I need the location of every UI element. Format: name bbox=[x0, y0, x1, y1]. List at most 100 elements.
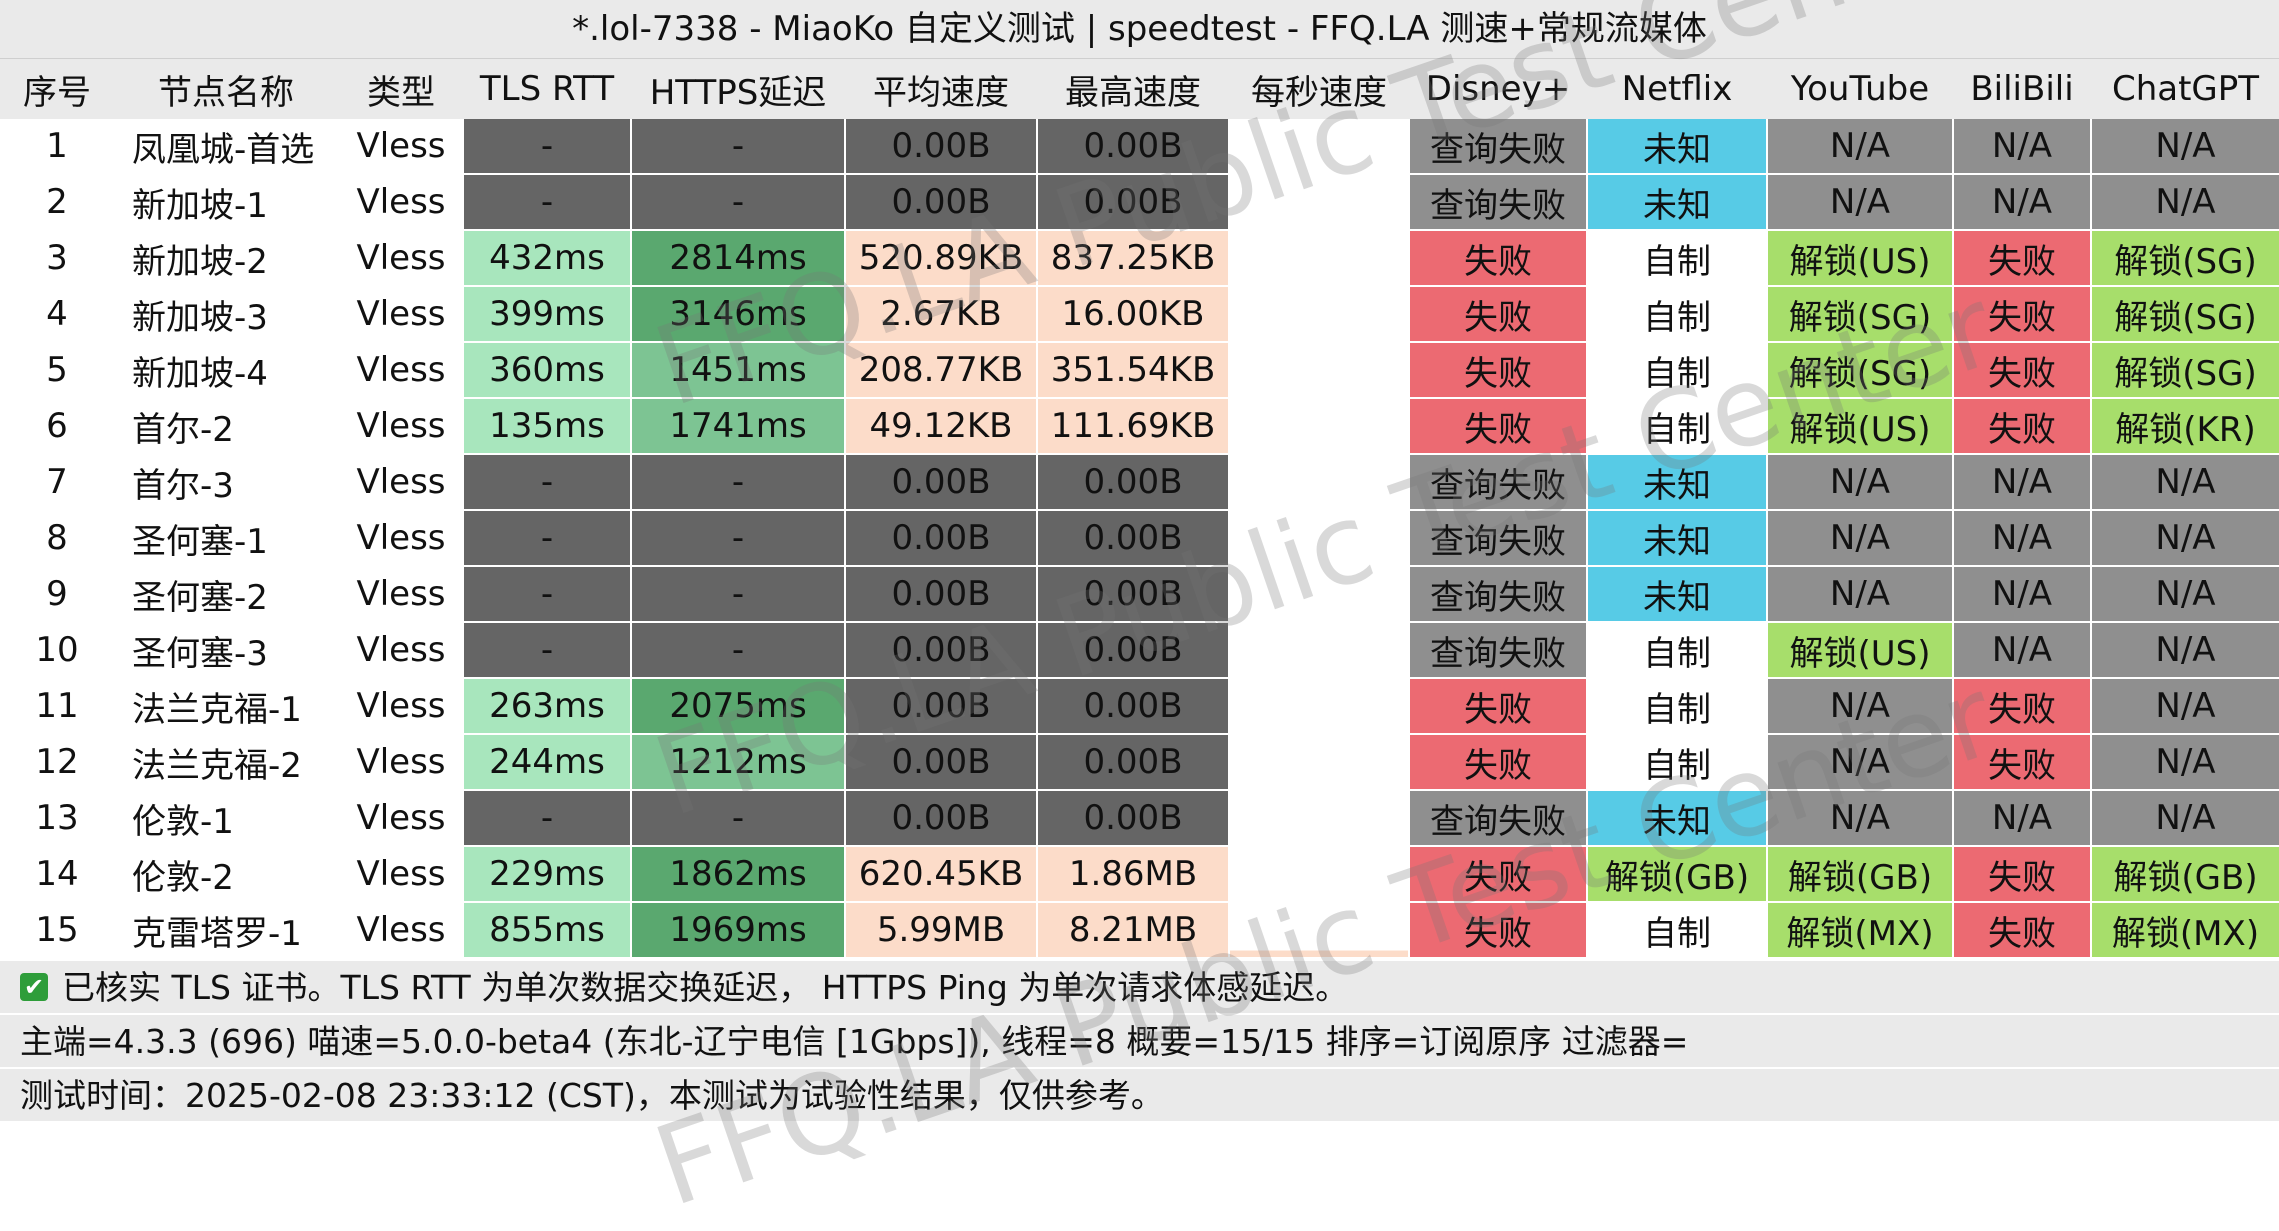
chatgpt-cell: N/A bbox=[2090, 789, 2279, 847]
chatgpt-cell: N/A bbox=[2090, 621, 2279, 679]
youtube-cell: 解锁(SG) bbox=[1766, 285, 1954, 343]
table-row: 5 新加坡-4 Vless 360ms 1451ms 208.77KB 351.54KB 失败… bbox=[0, 341, 2279, 399]
results-table: 序号 节点名称 类型 TLS RTT HTTPS延迟 平均速度 最高速度 每秒速度 Disney… bbox=[0, 59, 2279, 959]
disney-cell: 查询失败 bbox=[1408, 789, 1588, 847]
column-header: HTTPS延迟 bbox=[630, 59, 846, 119]
chatgpt-cell: N/A bbox=[2090, 677, 2279, 735]
table-row: 3 新加坡-2 Vless 432ms 2814ms 520.89KB 837.25KB 失败… bbox=[0, 229, 2279, 287]
chatgpt-cell: 解锁(MX) bbox=[2090, 901, 2279, 959]
table-row: 4 新加坡-3 Vless 399ms 3146ms 2.67KB 16.00KB 失败 自制解… bbox=[0, 285, 2279, 343]
avg-speed-cell: 620.45KB bbox=[844, 845, 1038, 903]
column-header: Disney+ bbox=[1408, 59, 1588, 119]
bilibili-cell: N/A bbox=[1952, 173, 2092, 231]
max-speed-cell: 0.00B bbox=[1036, 565, 1230, 623]
chatgpt-cell: 解锁(SG) bbox=[2090, 229, 2279, 287]
tls-rtt-cell: 432ms bbox=[462, 229, 632, 287]
row-index: 1 bbox=[0, 117, 114, 175]
https-delay-cell: - bbox=[630, 509, 846, 567]
node-type: Vless bbox=[338, 901, 464, 959]
node-type: Vless bbox=[338, 565, 464, 623]
max-speed-cell: 0.00B bbox=[1036, 789, 1230, 847]
per-second-speed-cell bbox=[1228, 229, 1410, 287]
node-name: 凤凰城-首选 bbox=[112, 117, 340, 175]
https-delay-cell: 1451ms bbox=[630, 341, 846, 399]
node-name: 首尔-2 bbox=[112, 397, 340, 455]
youtube-cell: N/A bbox=[1766, 117, 1954, 175]
https-delay-cell: - bbox=[630, 565, 846, 623]
chatgpt-cell: N/A bbox=[2090, 565, 2279, 623]
chatgpt-cell: N/A bbox=[2090, 117, 2279, 175]
bilibili-cell: 失败 bbox=[1952, 285, 2092, 343]
max-speed-cell: 0.00B bbox=[1036, 733, 1230, 791]
bilibili-cell: N/A bbox=[1952, 789, 2092, 847]
node-type: Vless bbox=[338, 509, 464, 567]
per-second-speed-cell bbox=[1228, 677, 1410, 735]
avg-speed-cell: 2.67KB bbox=[844, 285, 1038, 343]
avg-speed-cell: 0.00B bbox=[844, 677, 1038, 735]
https-delay-cell: - bbox=[630, 621, 846, 679]
avg-speed-cell: 0.00B bbox=[844, 117, 1038, 175]
node-name: 新加坡-3 bbox=[112, 285, 340, 343]
node-type: Vless bbox=[338, 397, 464, 455]
avg-speed-cell: 0.00B bbox=[844, 789, 1038, 847]
disney-cell: 失败 bbox=[1408, 229, 1588, 287]
column-header: BiliBili bbox=[1952, 59, 2092, 119]
column-header: 序号 bbox=[0, 59, 114, 119]
https-delay-cell: 1212ms bbox=[630, 733, 846, 791]
disney-cell: 失败 bbox=[1408, 285, 1588, 343]
node-type: Vless bbox=[338, 733, 464, 791]
column-header: 节点名称 bbox=[112, 59, 340, 119]
column-header: ChatGPT bbox=[2090, 59, 2279, 119]
node-type: Vless bbox=[338, 285, 464, 343]
per-second-speed-cell bbox=[1228, 117, 1410, 175]
max-speed-cell: 0.00B bbox=[1036, 453, 1230, 511]
node-name: 首尔-3 bbox=[112, 453, 340, 511]
bilibili-cell: N/A bbox=[1952, 509, 2092, 567]
table-row: 7 首尔-3 Vless - -0.00B 0.00B 查询失败 未知 N/A N/A N/A bbox=[0, 453, 2279, 511]
netflix-cell: 自制 bbox=[1586, 341, 1768, 399]
youtube-cell: 解锁(US) bbox=[1766, 621, 1954, 679]
disney-cell: 失败 bbox=[1408, 677, 1588, 735]
bilibili-cell: 失败 bbox=[1952, 229, 2092, 287]
node-type: Vless bbox=[338, 621, 464, 679]
row-index: 14 bbox=[0, 845, 114, 903]
per-second-speed-cell bbox=[1228, 845, 1410, 903]
tls-rtt-cell: - bbox=[462, 509, 632, 567]
https-delay-cell: 1741ms bbox=[630, 397, 846, 455]
per-second-speed-cell bbox=[1228, 285, 1410, 343]
node-type: Vless bbox=[338, 845, 464, 903]
avg-speed-cell: 520.89KB bbox=[844, 229, 1038, 287]
avg-speed-cell: 0.00B bbox=[844, 173, 1038, 231]
avg-speed-cell: 0.00B bbox=[844, 621, 1038, 679]
node-name: 圣何塞-3 bbox=[112, 621, 340, 679]
node-name: 圣何塞-2 bbox=[112, 565, 340, 623]
per-second-speed-cell bbox=[1228, 789, 1410, 847]
per-second-speed-cell bbox=[1228, 621, 1410, 679]
info-line: 主端=4.3.3 (696) 喵速=5.0.0-beta4 (东北-辽宁电信 [… bbox=[0, 1013, 2279, 1067]
node-type: Vless bbox=[338, 117, 464, 175]
netflix-cell: 未知 bbox=[1586, 565, 1768, 623]
per-second-speed-cell bbox=[1228, 901, 1410, 959]
node-name: 伦敦-1 bbox=[112, 789, 340, 847]
disney-cell: 失败 bbox=[1408, 901, 1588, 959]
header-row: 序号 节点名称 类型 TLS RTT HTTPS延迟 平均速度 最高速度 每秒速度 Disney… bbox=[0, 59, 2279, 119]
https-delay-cell: 2075ms bbox=[630, 677, 846, 735]
column-header: 最高速度 bbox=[1036, 59, 1230, 119]
tls-note-line: ✔ 已核实 TLS 证书。TLS RTT 为单次数据交换延迟， HTTPS Pin… bbox=[0, 959, 2279, 1013]
per-second-speed-cell bbox=[1228, 509, 1410, 567]
table-row: 14 伦敦-2 Vless 229ms 1862ms 620.45KB 1.86MB 失败 解锁… bbox=[0, 845, 2279, 903]
table-row: 8 圣何塞-1 Vless - -0.00B 0.00B 查询失败 未知 N/A N/A N/A bbox=[0, 509, 2279, 567]
table-row: 15 克雷塔罗-1 Vless 855ms 1969ms 5.99MB 8.21MB 失败 自制… bbox=[0, 901, 2279, 959]
tls-note-text: 已核实 TLS 证书。TLS RTT 为单次数据交换延迟， HTTPS Ping… bbox=[62, 968, 1349, 1007]
table-row: 10 圣何塞-3 Vless - -0.00B 0.00B 查询失败 自制 解锁(US) N/A N… bbox=[0, 621, 2279, 679]
bilibili-cell: 失败 bbox=[1952, 397, 2092, 455]
https-delay-cell: - bbox=[630, 453, 846, 511]
tls-rtt-cell: - bbox=[462, 565, 632, 623]
row-index: 11 bbox=[0, 677, 114, 735]
tls-rtt-cell: 135ms bbox=[462, 397, 632, 455]
column-header: 每秒速度 bbox=[1228, 59, 1410, 119]
chatgpt-cell: N/A bbox=[2090, 733, 2279, 791]
max-speed-cell: 837.25KB bbox=[1036, 229, 1230, 287]
tls-rtt-cell: - bbox=[462, 789, 632, 847]
youtube-cell: N/A bbox=[1766, 453, 1954, 511]
